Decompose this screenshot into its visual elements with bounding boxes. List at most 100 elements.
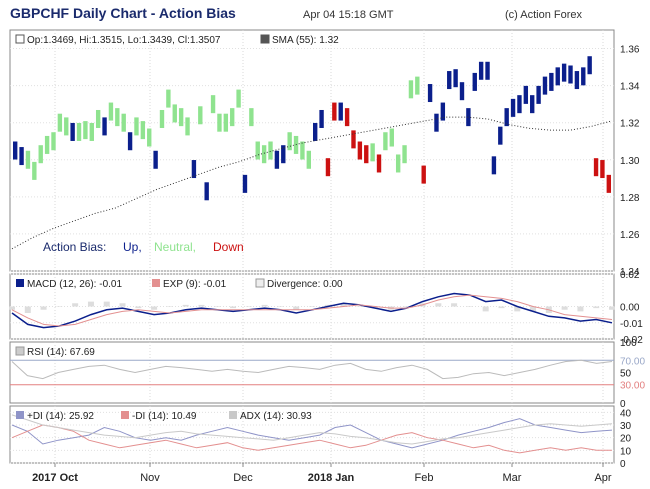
bar-neutral [64, 117, 69, 136]
bar-up [568, 65, 573, 84]
divergence-bar [72, 303, 79, 307]
adx-legend-text: ADX (14): 30.93 [240, 411, 312, 422]
bar-neutral [51, 132, 56, 151]
adx-line [11, 414, 613, 445]
bar-up [549, 72, 554, 91]
divergence-bar [198, 304, 205, 307]
bar-down [325, 158, 331, 177]
bar-up [536, 85, 541, 104]
divergence-bar [230, 306, 237, 309]
bar-neutral [76, 122, 82, 141]
bar-up [453, 69, 458, 88]
rsi-y-tick: 30.00 [620, 381, 645, 392]
bar-neutral [255, 141, 260, 160]
bar-neutral [83, 121, 88, 140]
bar-neutral [408, 80, 414, 99]
bar-down [357, 141, 363, 160]
rsi-legend-swatch [15, 346, 25, 356]
adx-y-tick: 20 [620, 434, 632, 445]
bar-up [581, 67, 586, 86]
divergence-bar [182, 304, 189, 307]
divergence-bar [135, 306, 142, 309]
divergence-bar [293, 306, 300, 310]
plus-di-legend-swatch [16, 411, 24, 419]
bar-up [555, 67, 560, 86]
chart-credit: (c) Action Forex [505, 9, 583, 21]
divergence-bar [561, 306, 568, 310]
bar-up [478, 61, 484, 80]
bar-up [542, 76, 548, 95]
bar-neutral [300, 141, 305, 160]
bar-neutral [108, 102, 114, 121]
ohlc-legend-text: Op:1.3469, Hi:1.3515, Lo:1.3439, Cl:1.35… [27, 35, 221, 46]
bar-neutral [147, 128, 152, 147]
divergence-bar [103, 301, 110, 307]
exp-legend-swatch [152, 279, 160, 287]
bar-up [491, 156, 497, 175]
bar-up [459, 82, 465, 101]
bar-up [574, 71, 580, 90]
bar-neutral [370, 143, 375, 162]
divergence-bar [451, 303, 458, 307]
bar-up [504, 108, 509, 127]
macd-y-tick: -0.02 [620, 335, 643, 346]
exp-legend-text: EXP (9): -0.01 [163, 279, 227, 290]
panel-3-frame [9, 405, 615, 464]
divergence-bar [403, 306, 410, 307]
bar-neutral [217, 113, 222, 132]
macd-legend-swatch [16, 279, 24, 287]
x-tick-label: Mar [503, 472, 522, 484]
divergence-bar [609, 306, 615, 310]
bar-up [510, 98, 516, 117]
plus-di-legend-text: +DI (14): 25.92 [27, 411, 94, 422]
bar-neutral [389, 128, 394, 147]
minus-di-legend-swatch [121, 411, 129, 419]
bar-up [472, 72, 477, 91]
bar-up [319, 109, 324, 128]
bar-up [427, 84, 433, 103]
bar-up [313, 122, 318, 141]
bar-neutral [287, 132, 292, 151]
bar-down [376, 154, 382, 173]
sma-legend-swatch [260, 34, 270, 44]
divergence-bar [577, 306, 584, 312]
bar-up [587, 56, 592, 75]
divergence-bar [356, 306, 363, 307]
rsi-y-tick: 100 [620, 338, 637, 349]
divergence-bar [151, 306, 158, 310]
bar-neutral [178, 108, 184, 127]
bar-down [606, 174, 611, 193]
bar-neutral [134, 117, 139, 136]
bar-neutral [57, 113, 63, 132]
bar-neutral [402, 145, 407, 164]
bar-neutral [306, 150, 311, 169]
bar-neutral [383, 132, 388, 151]
price-y-tick: 1.26 [620, 230, 640, 241]
price-y-tick: 1.30 [620, 156, 640, 167]
bar-up [530, 95, 535, 114]
bar-neutral [89, 122, 94, 141]
bar-up [338, 102, 343, 121]
macd-legend-text: MACD (12, 26): -0.01 [27, 279, 122, 290]
minus-di-legend-text: -DI (14): 10.49 [132, 411, 197, 422]
bar-neutral [223, 113, 229, 132]
bar-neutral [140, 121, 146, 140]
panel-0-frame [9, 29, 615, 272]
bar-neutral [249, 108, 254, 127]
divergence-bar [435, 303, 442, 307]
divergence-bar [119, 303, 126, 307]
rsi-y-tick: 0 [620, 399, 626, 410]
ohlc-legend-swatch [15, 34, 25, 44]
bar-neutral [121, 113, 126, 132]
price-y-tick: 1.32 [620, 119, 640, 130]
rsi-y-tick: 70.00 [620, 356, 645, 367]
divergence-legend-text: Divergence: 0.00 [267, 279, 343, 290]
divergence-bar [87, 301, 94, 307]
plus-di-line [11, 418, 613, 449]
divergence-bar [530, 306, 537, 312]
bar-neutral [115, 108, 120, 127]
bar-up [523, 85, 529, 104]
bar-up [517, 95, 522, 114]
divergence-bar [514, 306, 521, 312]
x-tick-label: Nov [140, 472, 160, 484]
